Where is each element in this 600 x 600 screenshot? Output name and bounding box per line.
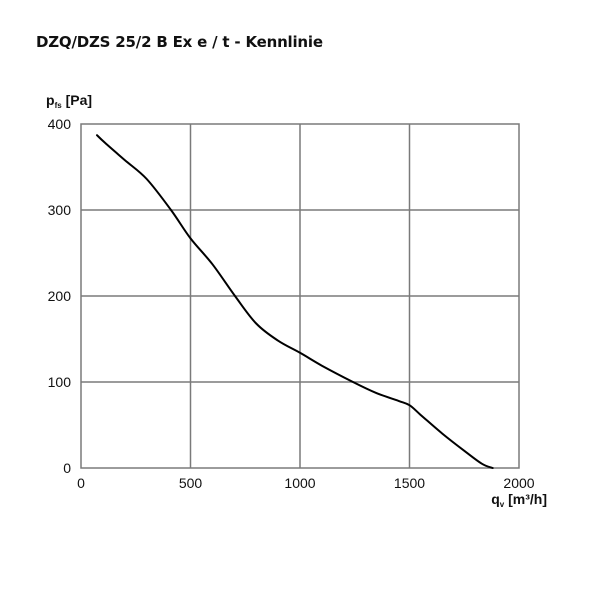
y-axis-label: pfs [Pa] (46, 92, 92, 110)
x-tick-label: 2000 (503, 475, 534, 491)
y-tick-label: 100 (48, 374, 72, 390)
x-axis-ticks: 0 500 1000 1500 2000 (77, 475, 535, 491)
fan-characteristic-curve (96, 134, 494, 469)
x-tick-label: 1500 (394, 475, 425, 491)
plot-frame (80, 123, 520, 469)
y-tick-label: 0 (63, 460, 71, 476)
y-tick-label: 200 (48, 288, 72, 304)
grid-lines (81, 124, 519, 468)
y-tick-label: 400 (48, 116, 72, 132)
x-tick-label: 1000 (284, 475, 315, 491)
y-tick-label: 300 (48, 202, 72, 218)
y-axis-ticks: 0 100 200 300 400 (48, 116, 72, 476)
x-tick-label: 0 (77, 475, 85, 491)
x-axis-label: qv [m³/h] (491, 491, 547, 509)
x-tick-label: 500 (179, 475, 203, 491)
chart-title: DZQ/DZS 25/2 B Ex e / t - Kennlinie (36, 33, 323, 51)
